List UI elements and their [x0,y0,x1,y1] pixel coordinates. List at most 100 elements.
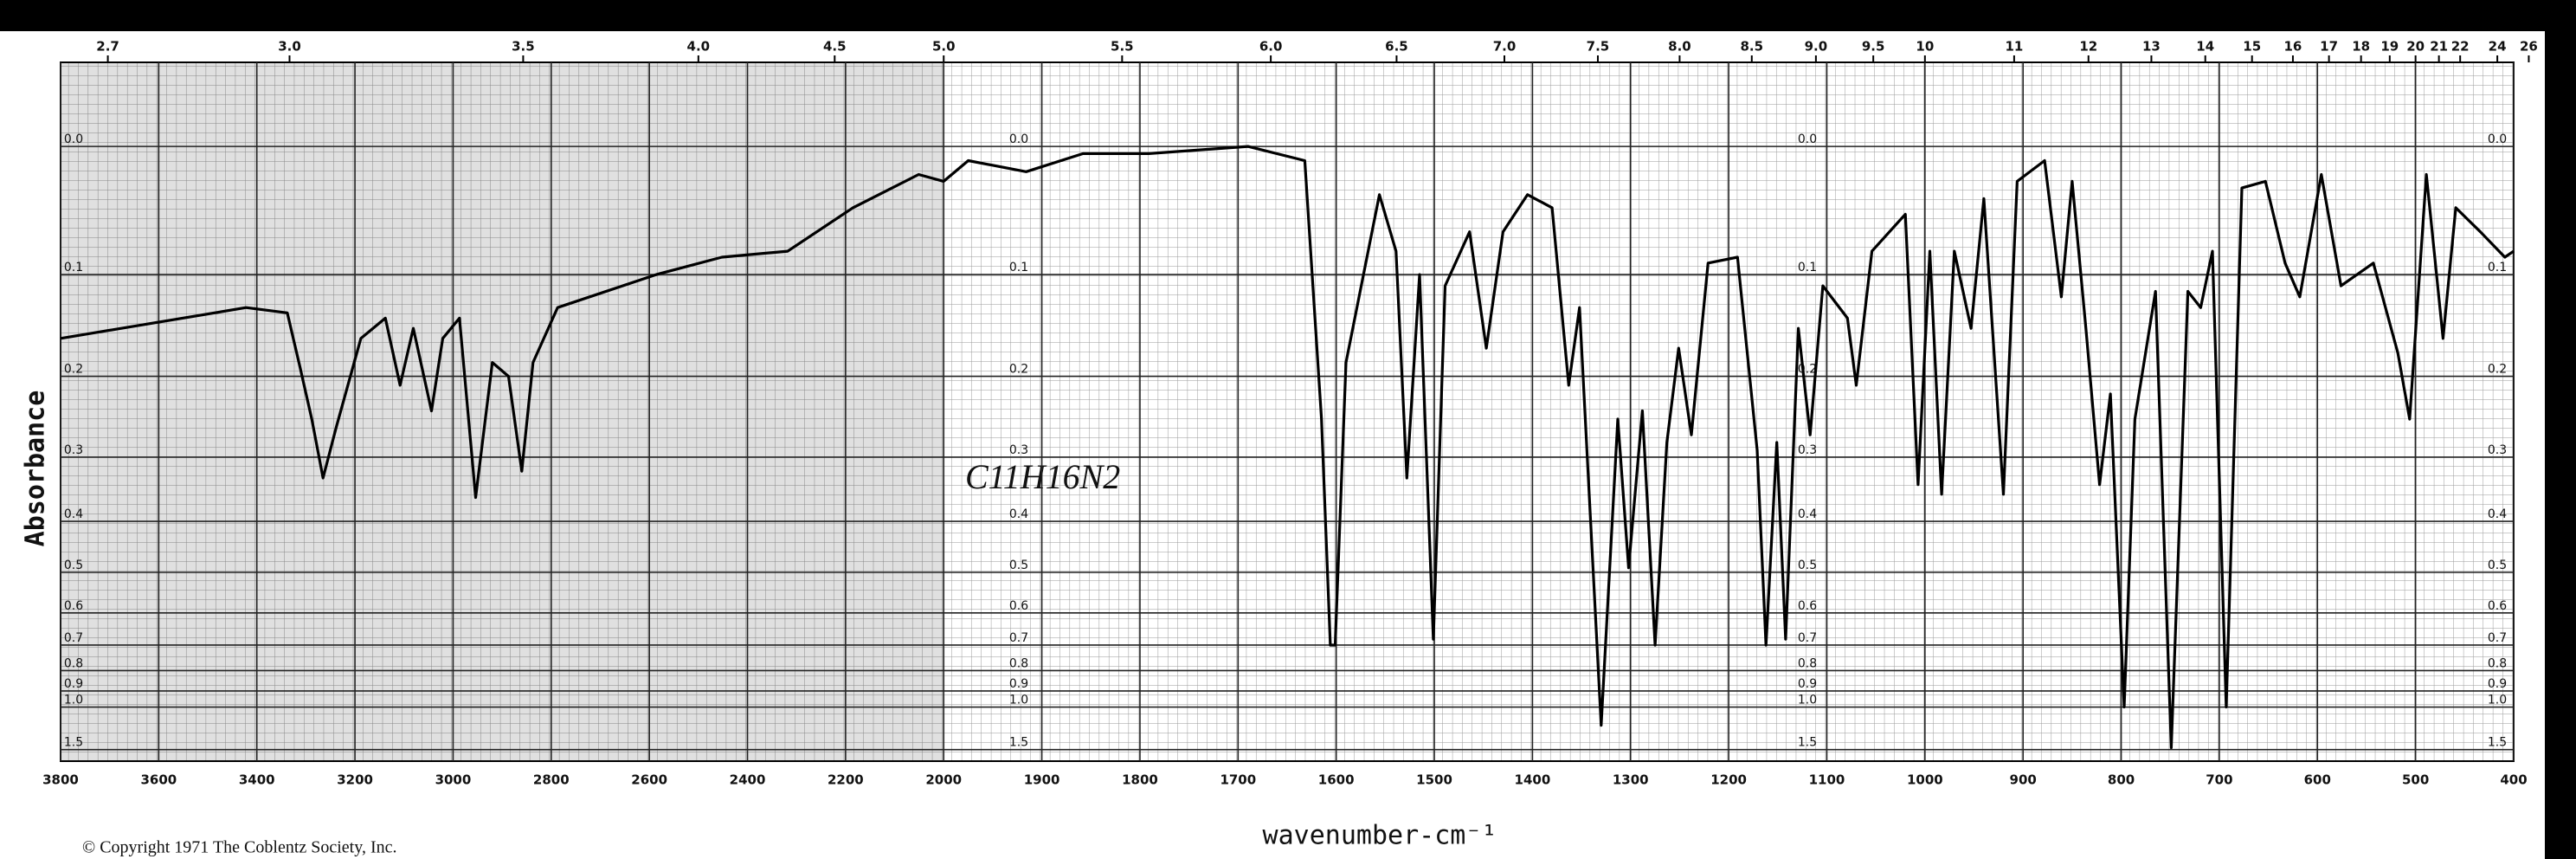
y-tick-label: 0.9 [64,677,83,691]
y-tick-label: 0.8 [1009,656,1028,670]
x2-tick-label: 22 [2451,39,2470,55]
x-tick-label: 3800 [42,772,79,788]
y-tick-label: 0.9 [1798,677,1817,691]
x-tick-label: 1900 [1024,772,1060,788]
y-tick-label: 0.4 [64,507,83,521]
x2-tick-label: 5.0 [932,39,956,55]
x2-tick-label: 8.0 [1668,39,1691,55]
y-tick-label: 0.8 [2488,656,2507,670]
x2-tick-label: 7.5 [1587,39,1610,55]
y-tick-label: 0.0 [2488,132,2507,146]
y-tick-label: 0.5 [2488,559,2507,572]
y-tick-label: 0.5 [64,559,83,572]
scan-border [2545,0,2576,859]
y-tick-label: 1.5 [64,736,83,750]
y-tick-label: 0.8 [64,656,83,670]
x2-tick-label: 10 [1916,39,1934,55]
x2-tick-label: 7.0 [1493,39,1517,55]
x2-tick-label: 20 [2406,39,2425,55]
x-tick-label: 3400 [239,772,275,788]
x-axis-label: wavenumber-cm⁻¹ [1263,821,1497,851]
x-tick-label: 1500 [1416,772,1452,788]
x2-tick-label: 11 [2005,39,2023,55]
y-tick-label: 0.4 [2488,507,2507,521]
y-tick-label: 0.4 [1009,507,1028,521]
y-tick-label: 0.6 [64,599,83,613]
y-tick-label: 0.2 [1009,363,1028,377]
x-tick-label: 1400 [1515,772,1551,788]
y-tick-label: 1.0 [1009,694,1028,707]
scan-shading [61,62,943,761]
x2-tick-label: 6.0 [1259,39,1283,55]
x2-tick-label: 6.5 [1385,39,1408,55]
y-tick-label: 0.3 [1798,443,1817,457]
y-tick-label: 0.7 [1798,631,1817,645]
y-tick-label: 0.6 [1798,599,1817,613]
y-tick-label: 0.0 [1798,132,1817,146]
y-tick-label: 0.1 [2488,261,2507,274]
x2-tick-label: 24 [2489,39,2507,55]
y-tick-label: 0.7 [2488,631,2507,645]
x2-tick-label: 26 [2520,39,2538,55]
y-tick-label: 0.7 [64,631,83,645]
x-tick-label: 800 [2108,772,2135,788]
y-tick-label: 0.5 [1009,559,1028,572]
x2-tick-label: 9.5 [1862,39,1885,55]
x2-tick-label: 8.5 [1741,39,1764,55]
x2-tick-label: 13 [2142,39,2161,55]
y-tick-label: 1.5 [1798,736,1817,750]
y-axis-label: Absorbance [21,391,51,547]
y-tick-label: 0.9 [2488,677,2507,691]
y-tick-label: 0.1 [1798,261,1817,274]
x-tick-label: 600 [2304,772,2331,788]
y-tick-label: 0.6 [2488,599,2507,613]
y-tick-label: 0.3 [64,443,83,457]
spectrum-line [60,145,2515,750]
y-tick-label: 0.5 [1798,559,1817,572]
y-tick-label: 0.3 [2488,443,2507,457]
y-tick-label: 1.0 [2488,694,2507,707]
x-tick-label: 2000 [925,772,962,788]
y-tick-label: 0.1 [1009,261,1028,274]
x2-tick-label: 9.0 [1805,39,1828,55]
x2-tick-label: 18 [2352,39,2370,55]
y-tick-label: 0.2 [64,363,83,377]
x-tick-label: 3000 [435,772,472,788]
x2-tick-label: 21 [2430,39,2448,55]
x-tick-label: 1000 [1907,772,1943,788]
x2-tick-label: 3.0 [278,39,301,55]
y-tick-label: 1.5 [2488,736,2507,750]
x-tick-label: 1800 [1122,772,1158,788]
x-tick-label: 3200 [337,772,373,788]
x-tick-label: 900 [2010,772,2037,788]
x2-tick-label: 12 [2079,39,2097,55]
x-tick-label: 3600 [140,772,177,788]
x-tick-label: 1100 [1809,772,1845,788]
x2-tick-label: 5.5 [1111,39,1134,55]
x-tick-label: 2800 [533,772,570,788]
copyright: © Copyright 1971 The Coblentz Society, I… [82,838,396,857]
y-tick-label: 0.2 [2488,363,2507,377]
x-tick-label: 500 [2402,772,2429,788]
y-tick-label: 0.3 [1009,443,1028,457]
x2-tick-label: 16 [2284,39,2302,55]
y-tick-label: 1.5 [1009,736,1028,750]
x-tick-label: 2200 [828,772,864,788]
x-tick-label: 1300 [1613,772,1649,788]
x2-tick-label: 4.0 [687,39,711,55]
x-tick-label: 1200 [1710,772,1747,788]
y-tick-label: 0.4 [1798,507,1817,521]
x-tick-label: 2600 [631,772,667,788]
x2-tick-label: 3.5 [512,39,535,55]
scan-border [0,0,2576,31]
y-tick-label: 0.0 [64,132,83,146]
x2-tick-label: 19 [2380,39,2399,55]
x2-tick-label: 4.5 [823,39,847,55]
y-tick-label: 0.7 [1009,631,1028,645]
x-tick-label: 1600 [1318,772,1355,788]
y-tick-label: 1.0 [1798,694,1817,707]
x2-tick-label: 14 [2196,39,2214,55]
formula-annotation: C11H16N2 [965,457,1120,496]
x-tick-label: 400 [2500,772,2527,788]
